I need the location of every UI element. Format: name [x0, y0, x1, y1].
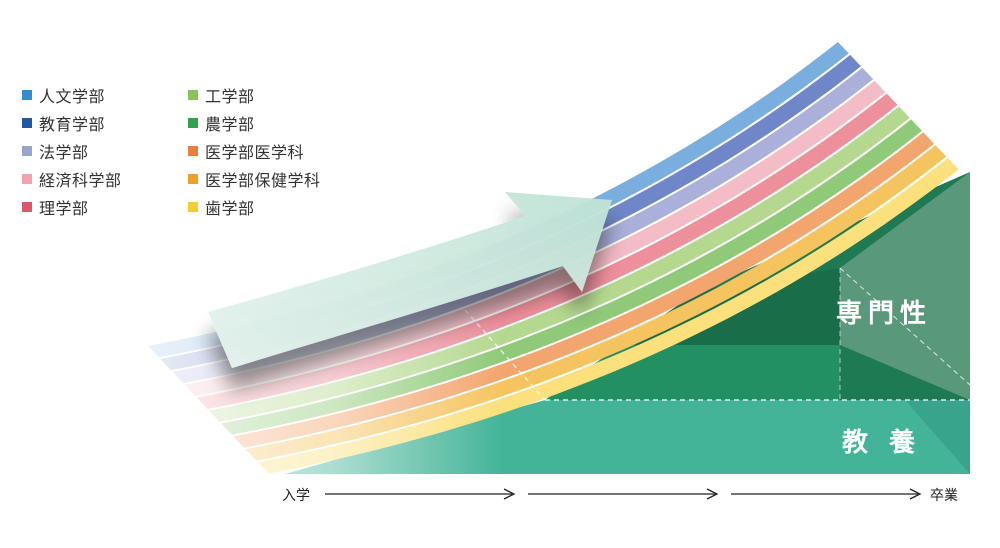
legend-item: 経済科学部	[22, 168, 122, 190]
legend-label: 医学部医学科	[205, 143, 305, 162]
legend-item: 農学部	[188, 112, 255, 134]
legend-label: 歯学部	[205, 199, 255, 218]
general-education-label: 教 養	[842, 428, 922, 458]
legend-label: 経済科学部	[39, 171, 122, 190]
legend-swatch	[22, 202, 32, 212]
legend-item: 歯学部	[188, 196, 255, 218]
legend-label: 工学部	[205, 87, 255, 106]
legend-swatch	[188, 146, 198, 156]
legend-swatch	[188, 90, 198, 100]
legend-label: 法学部	[39, 143, 89, 162]
legend-swatch	[188, 174, 198, 184]
legend-item: 医学部保健学科	[188, 168, 321, 190]
legend-item: 教育学部	[22, 112, 105, 134]
specialty-side-face	[840, 172, 970, 400]
legend-item: 人文学部	[22, 84, 105, 106]
legend-item: 法学部	[22, 140, 89, 162]
legend-swatch	[22, 174, 32, 184]
legend-label: 農学部	[205, 115, 255, 134]
legend-item: 工学部	[188, 84, 255, 106]
legend-label: 理学部	[39, 199, 89, 218]
legend-label: 人文学部	[39, 87, 106, 106]
enrollment-label: 入学	[282, 488, 310, 504]
timeline-axis	[325, 488, 922, 500]
legend-label: 医学部保健学科	[205, 171, 321, 190]
growth-arrow-icon	[208, 192, 612, 368]
specialty-label: 専門性	[836, 299, 933, 329]
legend-label: 教育学部	[39, 115, 106, 134]
legend-swatch	[22, 118, 32, 128]
legend-swatch	[22, 90, 32, 100]
ribbon-guide-line	[464, 309, 546, 401]
legend-swatch	[188, 118, 198, 128]
specialty-edge-line	[839, 267, 971, 386]
legend-item: 医学部医学科	[188, 140, 304, 162]
department-legend: 人文学部教育学部法学部経済科学部理学部 工学部農学部医学部医学科 医学部保健学科 歯学…	[22, 84, 382, 234]
legend-swatch	[188, 202, 198, 212]
general-education-side	[905, 400, 970, 474]
legend-item: 理学部	[22, 196, 89, 218]
legend-swatch	[22, 146, 32, 156]
graduation-label: 卒業	[930, 488, 958, 504]
